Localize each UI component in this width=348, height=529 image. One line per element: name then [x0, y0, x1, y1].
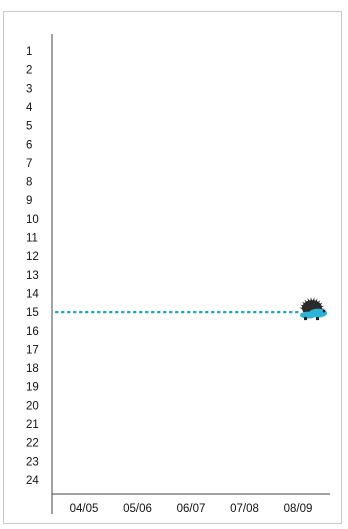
y-tick-label: 15 [26, 307, 39, 319]
y-tick-label: 6 [26, 139, 32, 151]
x-tick-label: 06/07 [177, 503, 206, 515]
y-tick-label: 23 [26, 456, 39, 468]
y-tick-label: 7 [26, 158, 32, 170]
y-tick-label: 2 [26, 65, 32, 77]
y-tick-label: 10 [26, 214, 39, 226]
y-tick-label: 22 [26, 438, 39, 450]
y-tick-label: 11 [26, 233, 38, 245]
y-tick-label: 13 [26, 270, 39, 282]
y-tick-label: 8 [26, 177, 32, 189]
hedgehog-icon [299, 297, 327, 321]
y-tick-label: 21 [26, 419, 39, 431]
y-tick-label: 18 [26, 363, 39, 375]
chart-frame [3, 11, 342, 524]
y-tick-label: 5 [26, 121, 32, 133]
x-tick-label: 08/09 [284, 503, 313, 515]
y-tick-label: 12 [26, 251, 39, 263]
y-tick-label: 9 [26, 195, 32, 207]
y-tick-label: 14 [26, 288, 39, 300]
y-tick-label: 24 [26, 475, 39, 487]
y-tick-label: 1 [26, 46, 32, 58]
x-tick-label: 04/05 [70, 503, 99, 515]
y-tick-label: 16 [26, 326, 39, 338]
x-tick-label: 05/06 [123, 503, 152, 515]
y-tick-label: 20 [26, 400, 39, 412]
y-tick-label: 3 [26, 83, 32, 95]
y-tick-label: 17 [26, 344, 39, 356]
y-tick-label: 19 [26, 382, 39, 394]
x-tick-label: 07/08 [230, 503, 259, 515]
y-tick-label: 4 [26, 102, 33, 114]
